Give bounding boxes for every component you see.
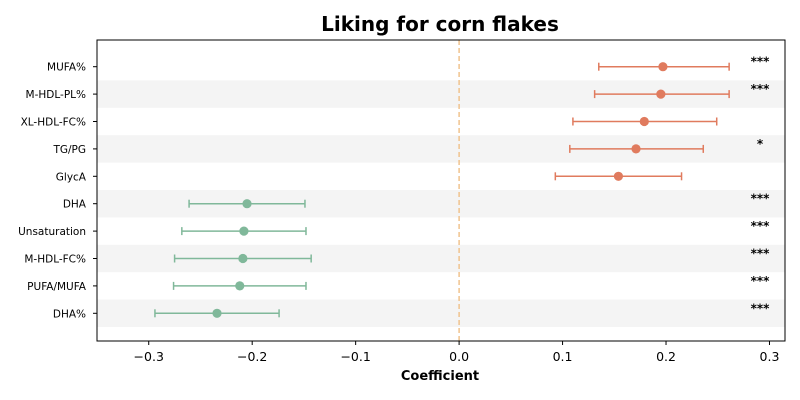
estimate-row: *** [173, 247, 771, 264]
y-tick-label: XL-HDL-FC% [21, 117, 86, 129]
estimate-point [242, 199, 252, 209]
estimate-marks: ********************** [154, 55, 771, 318]
estimate-point [212, 308, 222, 318]
estimate-point [631, 144, 641, 154]
y-tick-label: MUFA% [47, 62, 86, 74]
x-axis-ticks: −0.3 −0.2 −0.1 0.0 0.1 0.2 0.3 [134, 341, 780, 364]
significance-label: *** [751, 247, 771, 261]
y-tick-label: TG/PG [52, 144, 86, 156]
estimate-point [239, 226, 249, 236]
significance-label: *** [751, 219, 771, 233]
significance-label: *** [751, 274, 771, 288]
estimate-point [613, 171, 624, 181]
y-tick-label: M-HDL-PL% [26, 89, 86, 101]
x-tick-label: 0.1 [553, 349, 573, 364]
estimate-point [656, 89, 666, 99]
estimate-row: *** [181, 219, 771, 236]
plot-frame [96, 39, 786, 342]
estimate-row: *** [172, 274, 771, 291]
estimate-point [238, 253, 248, 264]
y-tick-label: DHA% [53, 308, 86, 320]
y-axis-ticks: MUFA% M-HDL-PL% XL-HDL-FC% TG/PG GlycA DHA Uns… [18, 62, 97, 320]
y-tick-label: GlycA [56, 171, 87, 183]
estimate-row: *** [598, 55, 771, 72]
y-tick-label: Unsaturation [18, 226, 86, 238]
estimate-row: *** [154, 301, 771, 318]
chart-title: Liking for corn flakes [321, 12, 559, 36]
significance-label: *** [751, 301, 771, 315]
x-tick-label: 0.3 [760, 349, 780, 364]
x-tick-label: −0.3 [134, 349, 164, 364]
y-tick-label: M-HDL-FC% [24, 254, 86, 266]
estimate-point [639, 116, 649, 127]
significance-label: * [757, 137, 764, 151]
estimate-point [235, 281, 245, 291]
y-tick-label: DHA [63, 199, 87, 211]
significance-label: *** [751, 55, 771, 69]
estimate-point [658, 62, 668, 72]
x-tick-label: 0.2 [656, 349, 676, 364]
significance-label: *** [751, 192, 771, 206]
estimate-row [572, 116, 718, 127]
estimate-row: * [569, 137, 764, 154]
y-tick-label: PUFA/MUFA [27, 281, 87, 293]
significance-label: *** [751, 82, 771, 96]
x-axis-label: Coefficient [401, 369, 479, 384]
x-tick-label: −0.2 [237, 349, 267, 364]
estimate-row: *** [188, 192, 771, 209]
x-tick-label: −0.1 [340, 349, 370, 364]
estimate-row: *** [593, 82, 771, 99]
estimate-row [554, 171, 683, 181]
x-tick-label: 0.0 [449, 349, 469, 364]
